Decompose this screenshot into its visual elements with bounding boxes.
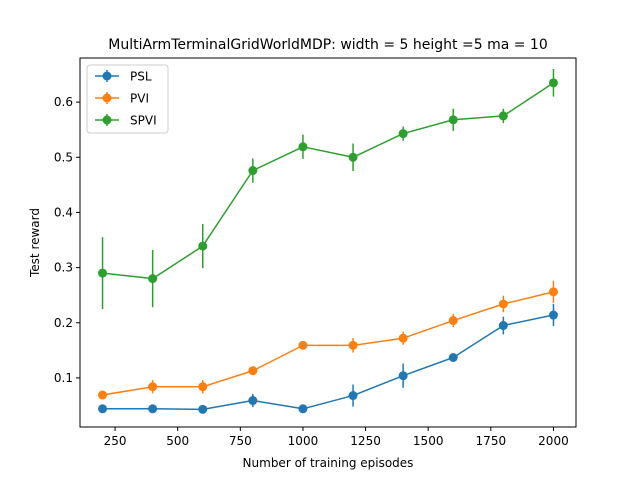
legend-label-spvi: SPVI xyxy=(130,114,157,128)
series-pvi xyxy=(98,280,558,400)
spvi-point xyxy=(498,111,508,121)
x-tick-label: 1250 xyxy=(350,434,381,448)
pvi-point xyxy=(548,287,558,297)
x-tick-label: 1750 xyxy=(476,434,507,448)
psl-point xyxy=(448,353,458,363)
x-tick-label: 2000 xyxy=(538,434,569,448)
spvi-point xyxy=(198,241,208,251)
psl-point xyxy=(348,391,358,401)
legend-marker-pvi xyxy=(102,93,112,103)
chart-title: MultiArmTerminalGridWorldMDP: width = 5 … xyxy=(108,37,547,53)
psl-point xyxy=(248,396,258,406)
y-tick-label: 0.2 xyxy=(54,316,73,330)
x-tick-label: 750 xyxy=(229,434,252,448)
y-tick-label: 0.6 xyxy=(54,95,73,109)
pvi-point xyxy=(248,366,258,376)
psl-point xyxy=(398,371,408,381)
psl-point xyxy=(98,404,108,414)
spvi-point xyxy=(548,78,558,88)
plot-area xyxy=(98,69,558,414)
x-axis-label: Number of training episodes xyxy=(243,456,414,470)
pvi-point xyxy=(348,340,358,350)
pvi-point xyxy=(98,390,108,400)
spvi-point xyxy=(298,142,308,152)
pvi-point xyxy=(498,299,508,309)
legend-marker-spvi xyxy=(102,115,112,125)
pvi-point xyxy=(298,340,308,350)
y-tick-label: 0.3 xyxy=(54,261,73,275)
psl-line xyxy=(102,314,554,411)
y-tick-label: 0.4 xyxy=(54,205,73,219)
x-tick-label: 250 xyxy=(104,434,127,448)
spvi-point xyxy=(98,268,108,278)
spvi-point xyxy=(148,274,158,284)
spvi-point xyxy=(348,152,358,162)
psl-point xyxy=(148,404,158,414)
y-tick-label: 0.5 xyxy=(54,150,73,164)
psl-point xyxy=(548,310,558,320)
pvi-point xyxy=(148,382,158,392)
legend-entry-psl: PSL xyxy=(95,70,152,84)
legend-label-psl: PSL xyxy=(130,70,152,84)
spvi-point xyxy=(248,166,258,176)
x-tick-label: 1000 xyxy=(288,434,319,448)
pvi-point xyxy=(398,333,408,343)
spvi-point xyxy=(448,115,458,125)
x-axis-ticks: 250 500 750 1000 1250 1500 1750 2000 xyxy=(104,427,569,448)
legend-entry-pvi: PVI xyxy=(95,92,149,106)
y-axis-ticks: 0.1 0.2 0.3 0.4 0.5 0.6 xyxy=(54,95,80,385)
psl-point xyxy=(298,404,308,414)
psl-point xyxy=(498,321,508,331)
y-tick-label: 0.1 xyxy=(54,371,73,385)
spvi-line xyxy=(102,82,554,280)
series-psl xyxy=(98,304,558,414)
series-spvi xyxy=(98,69,558,309)
legend: PSL PVI SPVI xyxy=(86,64,169,134)
psl-point xyxy=(198,404,208,414)
x-tick-label: 500 xyxy=(166,434,189,448)
legend-label-pvi: PVI xyxy=(130,92,149,106)
x-tick-label: 1500 xyxy=(413,434,444,448)
pvi-point xyxy=(448,316,458,326)
axes-frame xyxy=(79,57,577,428)
pvi-line xyxy=(102,291,554,396)
spvi-point xyxy=(398,129,408,139)
y-axis-label: Test reward xyxy=(28,208,42,278)
legend-marker-psl xyxy=(102,71,112,81)
legend-entry-spvi: SPVI xyxy=(95,114,157,128)
pvi-point xyxy=(198,382,208,392)
